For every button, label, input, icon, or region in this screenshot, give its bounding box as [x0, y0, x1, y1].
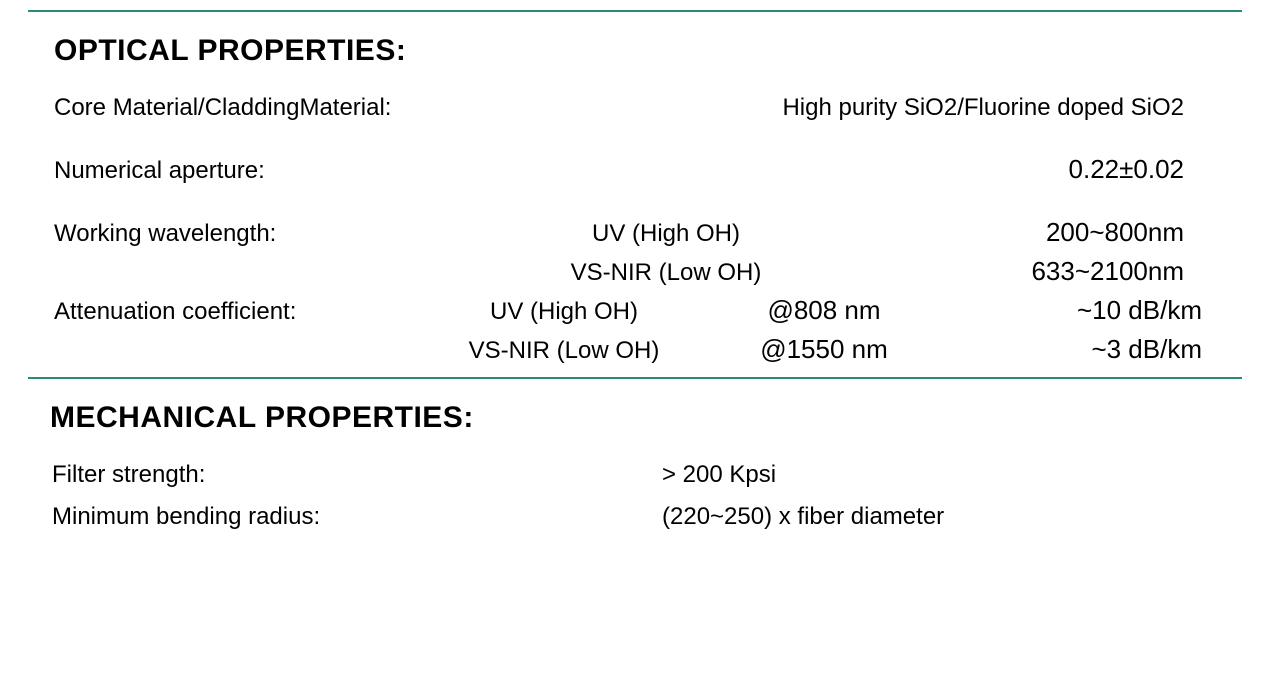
section-divider-top	[28, 10, 1242, 12]
wavelength-type-1: UV (High OH)	[474, 220, 858, 248]
core-material-label: Core Material/CladdingMaterial:	[54, 94, 648, 122]
numerical-aperture-label: Numerical aperture:	[54, 157, 648, 185]
optical-title: OPTICAL PROPERTIES:	[54, 34, 1242, 68]
wavelength-label: Working wavelength:	[54, 220, 474, 248]
numerical-aperture-row: Numerical aperture: 0.22±0.02	[28, 154, 1242, 185]
attenuation-type-1: UV (High OH)	[434, 298, 694, 326]
wavelength-range-2: 633~2100nm	[858, 256, 1242, 287]
wavelength-row-1: Working wavelength: UV (High OH) 200~800…	[28, 217, 1242, 248]
filter-strength-value: > 200 Kpsi	[662, 461, 1242, 489]
core-material-row: Core Material/CladdingMaterial: High pur…	[28, 94, 1242, 122]
attenuation-at-2: @1550 nm	[694, 334, 954, 365]
attenuation-row-1: Attenuation coefficient: UV (High OH) @8…	[28, 295, 1242, 326]
attenuation-type-2: VS-NIR (Low OH)	[434, 337, 694, 365]
mechanical-section: MECHANICAL PROPERTIES: Filter strength: …	[28, 401, 1242, 531]
wavelength-type-2: VS-NIR (Low OH)	[474, 259, 858, 287]
min-bending-radius-label: Minimum bending radius:	[52, 503, 662, 531]
attenuation-value-2: ~3 dB/km	[954, 334, 1242, 365]
min-bending-radius-row: Minimum bending radius: (220~250) x fibe…	[28, 503, 1242, 531]
core-material-value: High purity SiO2/Fluorine doped SiO2	[648, 94, 1242, 122]
wavelength-row-2: VS-NIR (Low OH) 633~2100nm	[28, 256, 1242, 287]
attenuation-at-1: @808 nm	[694, 295, 954, 326]
wavelength-range-1: 200~800nm	[858, 217, 1242, 248]
numerical-aperture-value: 0.22±0.02	[648, 154, 1242, 185]
min-bending-radius-value: (220~250) x fiber diameter	[662, 503, 1242, 531]
section-divider-mid	[28, 377, 1242, 379]
filter-strength-row: Filter strength: > 200 Kpsi	[28, 461, 1242, 489]
attenuation-row-2: VS-NIR (Low OH) @1550 nm ~3 dB/km	[28, 334, 1242, 365]
mechanical-title: MECHANICAL PROPERTIES:	[50, 401, 1242, 435]
attenuation-label: Attenuation coefficient:	[54, 298, 434, 326]
optical-section: OPTICAL PROPERTIES: Core Material/Claddi…	[28, 34, 1242, 365]
attenuation-value-1: ~10 dB/km	[954, 295, 1242, 326]
filter-strength-label: Filter strength:	[52, 461, 662, 489]
